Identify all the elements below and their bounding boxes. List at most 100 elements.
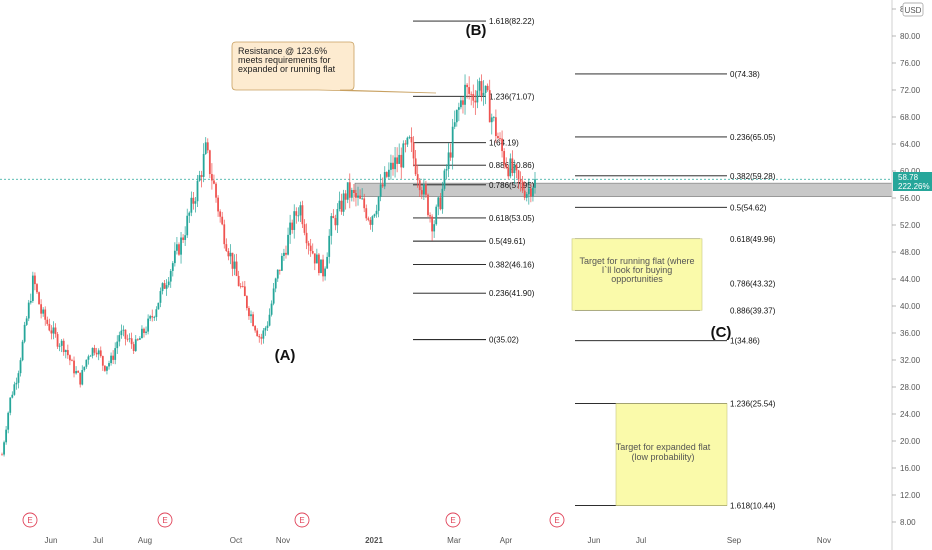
candle-body xyxy=(147,318,150,332)
candle-body xyxy=(375,210,378,215)
candle-body xyxy=(527,188,530,195)
fib-level-label: 0.382(59.28) xyxy=(730,172,776,181)
candle-body xyxy=(492,117,495,119)
candle-body xyxy=(202,153,205,177)
candle-body xyxy=(363,198,366,209)
candle-body xyxy=(507,167,510,177)
x-tick-label: Mar xyxy=(447,536,461,545)
candle-body xyxy=(145,331,147,333)
candle-body xyxy=(66,350,69,356)
running-flat-note: opportunities xyxy=(611,274,663,284)
candle-body xyxy=(287,234,289,255)
wave-labels: (A) (B) (C) xyxy=(275,22,732,364)
candle-body xyxy=(396,157,399,164)
candlesticks xyxy=(1,74,536,457)
x-tick-label: Apr xyxy=(500,536,513,545)
candle-body xyxy=(182,237,184,240)
y-tick-label: 24.00 xyxy=(900,410,921,419)
candle-body xyxy=(62,340,65,353)
candle-body xyxy=(486,85,489,91)
candle-body xyxy=(311,251,314,254)
candle-body xyxy=(534,179,536,188)
candle-body xyxy=(460,100,462,108)
earnings-event-label: E xyxy=(299,516,304,525)
currency-badge[interactable] xyxy=(902,2,924,17)
expanded-flat-note: Target for expanded flat xyxy=(616,442,711,452)
candle-body xyxy=(355,192,357,198)
candle-body xyxy=(19,360,22,374)
candle-body xyxy=(515,165,518,171)
candle-body xyxy=(400,154,403,168)
candle-body xyxy=(159,291,162,303)
candle-body xyxy=(165,285,168,289)
candle-body xyxy=(447,152,450,170)
candle-body xyxy=(188,212,191,216)
callout-text: expanded or running flat xyxy=(238,64,336,74)
candle-body xyxy=(441,188,444,210)
candle-body xyxy=(225,244,228,251)
candle-body xyxy=(116,341,119,349)
candle-body xyxy=(171,263,174,271)
y-tick-label: 8.00 xyxy=(900,518,916,527)
candle-body xyxy=(200,175,203,177)
candle-body xyxy=(213,180,215,184)
candle-body xyxy=(513,165,516,174)
fib-level-label: 0.5(54.62) xyxy=(730,203,767,212)
candle-body xyxy=(103,365,106,371)
candle-body xyxy=(422,184,425,195)
candle-body xyxy=(478,81,481,91)
candle-body xyxy=(196,180,199,202)
candle-body xyxy=(194,201,197,204)
candle-body xyxy=(7,412,10,430)
fib-level-label: 1.236(25.54) xyxy=(730,400,776,409)
earnings-event-marker xyxy=(22,512,38,528)
x-tick-label: Nov xyxy=(276,536,290,545)
earnings-event-label: E xyxy=(27,516,32,525)
candle-body xyxy=(291,222,294,230)
candle-body xyxy=(390,162,392,170)
candle-body xyxy=(346,182,349,200)
candle-body xyxy=(69,355,71,361)
candle-body xyxy=(336,209,339,226)
time-axis[interactable]: Jun Jul Aug Oct Nov 2021 Mar Apr Jun Jul Sep Nov xyxy=(45,536,832,545)
candle-body xyxy=(248,308,250,317)
candle-body xyxy=(414,158,417,175)
resistance-callout: Resistance @ 123.6%meets requirements fo… xyxy=(231,41,437,94)
earnings-event-label: E xyxy=(554,516,559,525)
candle-body xyxy=(494,117,497,137)
candle-body xyxy=(525,194,528,198)
candle-body xyxy=(71,360,73,362)
candle-body xyxy=(132,344,135,351)
candle-body xyxy=(258,336,261,338)
candle-body xyxy=(266,325,269,328)
candle-body xyxy=(505,164,508,168)
candle-body xyxy=(122,329,125,331)
candle-body xyxy=(114,348,117,360)
candle-body xyxy=(167,281,170,286)
expanded-flat-note: (low probability) xyxy=(631,452,694,462)
candle-body xyxy=(320,259,322,273)
candle-body xyxy=(410,136,413,143)
candle-body xyxy=(260,337,263,339)
candle-body xyxy=(223,224,226,245)
y-tick-label: 44.00 xyxy=(900,275,921,284)
candle-body xyxy=(280,255,283,271)
x-tick-label: Jul xyxy=(93,536,103,545)
candle-body xyxy=(359,195,361,199)
fib-level-label: 0.5(49.61) xyxy=(489,237,526,246)
candle-body xyxy=(169,270,172,282)
x-tick-label: Aug xyxy=(138,536,152,545)
price-axis[interactable]: 8.00 12.00 16.00 20.00 24.00 28.00 32.00 36.00 4… xyxy=(892,5,921,527)
candle-body xyxy=(13,384,16,395)
candle-body xyxy=(186,215,189,236)
candle-body xyxy=(385,172,388,177)
candle-body xyxy=(120,330,123,336)
candle-body xyxy=(445,169,448,171)
candle-body xyxy=(239,286,242,287)
candle-body xyxy=(466,84,468,88)
candle-body xyxy=(303,224,306,233)
y-tick-label: 80.00 xyxy=(900,32,921,41)
candle-body xyxy=(394,157,396,170)
